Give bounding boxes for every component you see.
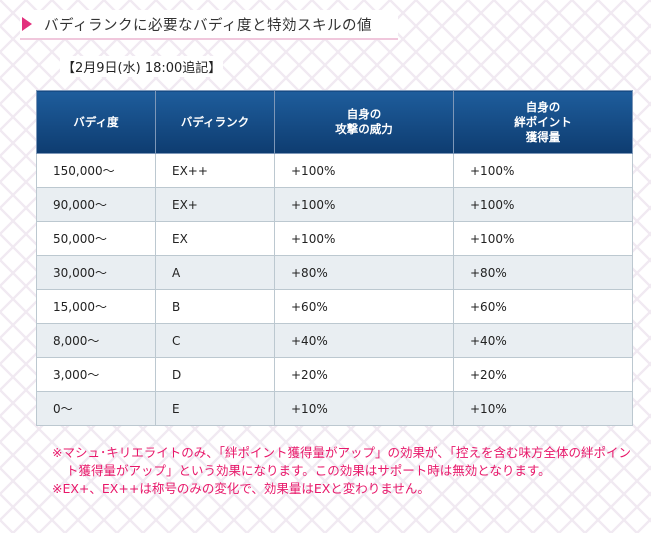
buddy-rank-cell: C	[155, 323, 275, 358]
header-bond-points: 自身の 絆ポイント 獲得量	[453, 90, 633, 154]
buddy-level-cell: 8,000〜	[36, 323, 156, 358]
attack-power-cell: +10%	[274, 391, 454, 426]
header-buddy-rank: バディランク	[155, 90, 275, 154]
section-title: バディランクに必要なバディ度と特効スキルの値	[44, 17, 372, 34]
buddy-rank-cell: B	[155, 289, 275, 324]
table-header-row: バディ度 バディランク 自身の 攻撃の威力 自身の 絆ポイント 獲得量	[36, 90, 633, 154]
attack-power-cell: +100%	[274, 153, 454, 188]
footnote-ex-ranks: ※EX+、EX++は称号のみの変化で、効果量はEXと変わりません。	[52, 481, 430, 496]
table-row: 8,000〜 C +40% +40%	[36, 323, 633, 358]
buddy-level-cell: 50,000〜	[36, 221, 156, 256]
section-heading: バディランクに必要なバディ度と特効スキルの値	[20, 10, 398, 40]
attack-power-cell: +100%	[274, 221, 454, 256]
bond-points-cell: +100%	[453, 187, 633, 222]
buddy-rank-cell: EX+	[155, 187, 275, 222]
table-row: 50,000〜 EX +100% +100%	[36, 221, 633, 256]
buddy-rank-cell: EX	[155, 221, 275, 256]
table-row: 150,000〜 EX++ +100% +100%	[36, 153, 633, 188]
attack-power-cell: +100%	[274, 187, 454, 222]
bond-points-cell: +100%	[453, 153, 633, 188]
bond-points-cell: +10%	[453, 391, 633, 426]
buddy-level-cell: 90,000〜	[36, 187, 156, 222]
footnotes: ※マシュ･キリエライトのみ、「絆ポイント獲得量がアップ」の効果が、「控えを含む味…	[52, 444, 642, 498]
buddy-level-cell: 3,000〜	[36, 357, 156, 392]
buddy-level-cell: 150,000〜	[36, 153, 156, 188]
triangle-marker-icon	[22, 17, 32, 31]
table-row: 90,000〜 EX+ +100% +100%	[36, 187, 633, 222]
bond-points-cell: +40%	[453, 323, 633, 358]
bond-points-cell: +20%	[453, 357, 633, 392]
bond-points-cell: +60%	[453, 289, 633, 324]
buddy-level-cell: 15,000〜	[36, 289, 156, 324]
update-date-note: 【2月9日(水) 18:00追記】	[60, 56, 224, 77]
buddy-rank-cell: EX++	[155, 153, 275, 188]
buddy-level-cell: 30,000〜	[36, 255, 156, 290]
table-row: 3,000〜 D +20% +20%	[36, 357, 633, 392]
header-attack-power: 自身の 攻撃の威力	[274, 90, 454, 154]
table-row: 30,000〜 A +80% +80%	[36, 255, 633, 290]
buddy-level-cell: 0〜	[36, 391, 156, 426]
table-row: 15,000〜 B +60% +60%	[36, 289, 633, 324]
buddy-rank-cell: A	[155, 255, 275, 290]
bond-points-cell: +80%	[453, 255, 633, 290]
buddy-rank-cell: D	[155, 357, 275, 392]
footnote-mash-bond: ※マシュ･キリエライトのみ、「絆ポイント獲得量がアップ」の効果が、「控えを含む味…	[52, 445, 631, 478]
attack-power-cell: +80%	[274, 255, 454, 290]
attack-power-cell: +40%	[274, 323, 454, 358]
table-row: 0〜 E +10% +10%	[36, 391, 633, 426]
bond-points-cell: +100%	[453, 221, 633, 256]
attack-power-cell: +60%	[274, 289, 454, 324]
buddy-rank-table: バディ度 バディランク 自身の 攻撃の威力 自身の 絆ポイント 獲得量 150,…	[36, 90, 633, 426]
buddy-rank-cell: E	[155, 391, 275, 426]
header-buddy-level: バディ度	[36, 90, 156, 154]
attack-power-cell: +20%	[274, 357, 454, 392]
